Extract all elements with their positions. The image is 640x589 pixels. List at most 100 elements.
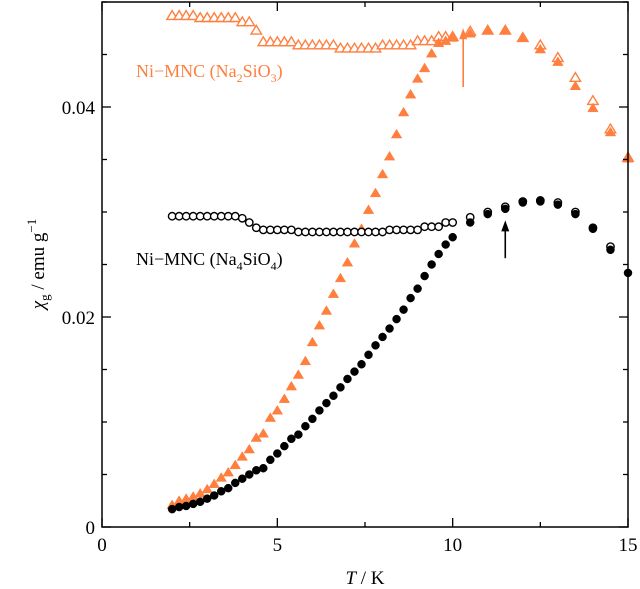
data-point [369,187,382,198]
data-point [334,272,347,283]
data-point [249,23,263,35]
data-point [244,218,254,227]
data-point [336,383,345,392]
data-point [273,449,282,458]
data-point [465,218,475,227]
data-point [588,224,598,234]
data-point [434,222,444,232]
data-point [392,314,401,324]
data-point [223,211,233,221]
data-point [188,499,198,509]
data-point [357,360,366,369]
data-point [202,211,212,221]
y-tick-label: 0.04 [62,98,96,119]
data-point [425,47,438,58]
data-point [499,24,511,35]
data-point [343,227,352,237]
data-point [228,11,242,23]
data-point [397,106,410,117]
data-point [604,126,617,137]
data-point [238,474,247,483]
data-point [174,211,184,221]
y-axis-title: χg / emu g−1 [24,219,52,311]
data-point [265,225,275,235]
x-tick-label: 0 [97,535,107,556]
data-point [252,466,261,475]
data-point [188,211,198,221]
data-point [434,249,443,259]
data-point [216,487,226,496]
arrow-head-icon [459,28,468,40]
x-tick-label: 15 [619,535,638,556]
series-label: Ni−MNC (Na2SiO3) [136,61,283,85]
data-point [413,284,422,293]
data-point [181,211,191,221]
data-point [259,463,268,473]
series-circle-filled [167,197,633,514]
data-point [308,414,317,424]
data-point [195,211,205,221]
data-point [292,369,305,379]
data-point [230,211,240,221]
data-point [348,238,361,248]
data-point [202,494,212,503]
data-point [534,43,547,54]
data-point [327,288,340,298]
data-point [362,204,375,214]
data-point [606,245,615,255]
data-point [399,305,408,314]
data-point [587,102,599,113]
data-point [336,227,345,237]
data-point [307,227,317,237]
data-point [301,421,310,431]
data-point [464,28,476,38]
series-circle-open [167,196,615,252]
data-point [322,227,331,237]
data-point [313,319,326,330]
data-point [271,404,284,415]
data-point [245,470,254,479]
data-point [322,398,331,408]
data-point [242,15,256,27]
data-point [413,225,422,235]
x-tick-label: 10 [443,535,462,556]
data-point [357,227,366,237]
y-tick-label: 0 [86,518,96,539]
data-point [569,80,582,90]
data-point [553,200,563,209]
data-point [427,222,437,232]
y-tick-label: 0.02 [62,308,95,329]
data-point [209,491,219,500]
data-point [195,497,205,507]
data-point [181,501,191,511]
data-point [483,209,492,219]
data-point [237,213,247,223]
data-point [482,24,494,35]
data-point [350,367,359,376]
data-point [216,211,226,221]
data-point [174,502,184,512]
data-point [446,32,459,42]
data-point [167,504,177,514]
data-point [167,211,177,221]
data-point [448,232,457,242]
data-point [231,478,240,488]
data-point [222,466,234,477]
data-point [236,451,248,461]
data-point [517,32,529,42]
data-point [536,197,545,206]
data-point [420,222,430,232]
data-point [552,56,564,66]
data-point [201,483,213,494]
data-point [223,483,233,493]
data-point [392,225,401,235]
data-point [266,455,275,465]
data-point [427,260,436,269]
data-point [326,38,340,50]
x-axis-title: T / K [345,568,384,589]
data-point [364,227,373,237]
data-point [406,293,415,303]
data-point [315,406,324,415]
data-point [378,227,387,237]
